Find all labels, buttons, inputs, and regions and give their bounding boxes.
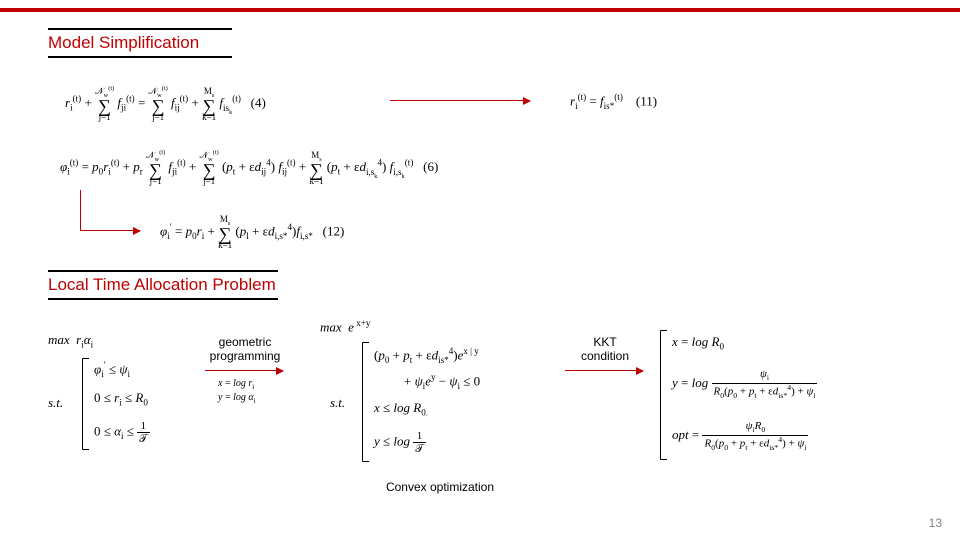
opt-block-3-brace (660, 330, 661, 460)
label-kkt-condition: KKTcondition (570, 335, 640, 363)
opt-block-1-c1: φi′ ≤ ψi (94, 360, 130, 379)
opt-block-2-c1b: + ψiey − ψi ≤ 0 (404, 372, 480, 391)
opt-block-3-l2: y = log ψiR0(p0 + pt + εdis*4) + ψi (672, 368, 817, 400)
section2-title: Local Time Allocation Problem (48, 275, 276, 295)
opt-block-3-l3: opt = ψiR0R0(p0 + pt + εdis*4) + ψi (672, 420, 808, 452)
section2-overline (48, 270, 278, 272)
equation-4: ri(t) + 𝒩w(t)∑j=1 fji(t) = 𝒩w(t)∑j=1 fij… (65, 86, 266, 122)
opt-block-1-st: s.t. (48, 395, 63, 411)
opt-block-2-obj: max e x+y (320, 318, 370, 335)
arrow-4-to-11 (390, 100, 530, 101)
slide-top-bar (0, 8, 960, 12)
arrow-6-to-12-h (80, 230, 140, 231)
equation-11: ri(t) = fis*(t) (11) (570, 92, 657, 111)
opt-block-2-c2: x ≤ log R0. (374, 400, 428, 418)
section1-title: Model Simplification (48, 33, 199, 53)
section2-underline (48, 298, 278, 300)
opt-block-1-c3: 0 ≤ αi ≤ 1𝒯 (94, 420, 150, 445)
opt-block-3-l1: x = log R0 (672, 334, 724, 352)
section1-overline (48, 28, 232, 30)
opt-block-1-c2: 0 ≤ ri ≤ R0 (94, 390, 148, 408)
section1-underline (48, 56, 232, 58)
page-number: 13 (929, 516, 942, 530)
opt-block-1-brace (82, 358, 83, 450)
substitution-x: x = log ri (218, 378, 254, 391)
label-convex-optimization: Convex optimization (360, 480, 520, 494)
arrow-kkt (565, 370, 643, 371)
equation-6: φi(t) = p0ri(t) + pr 𝒩w(t)∑j=1 fji(t) + … (60, 150, 438, 186)
label-geometric-programming: geometricprogramming (200, 335, 290, 363)
arrow-geom (205, 370, 283, 371)
opt-block-2-st: s.t. (330, 395, 345, 411)
opt-block-2-c1: (p0 + pt + εdis*4)ex | y (374, 346, 479, 365)
opt-block-1: max riαi (48, 330, 93, 352)
opt-block-2-brace (362, 342, 363, 462)
opt-block-2-c3: y ≤ log 1𝒯 (374, 430, 426, 455)
equation-12: φi′ = p0ri + Ms∑k=1 (pl + εdi,s*4)fi,s* … (160, 215, 344, 250)
arrow-6-to-12-v (80, 190, 81, 230)
substitution-y: y = log αi (218, 392, 256, 405)
